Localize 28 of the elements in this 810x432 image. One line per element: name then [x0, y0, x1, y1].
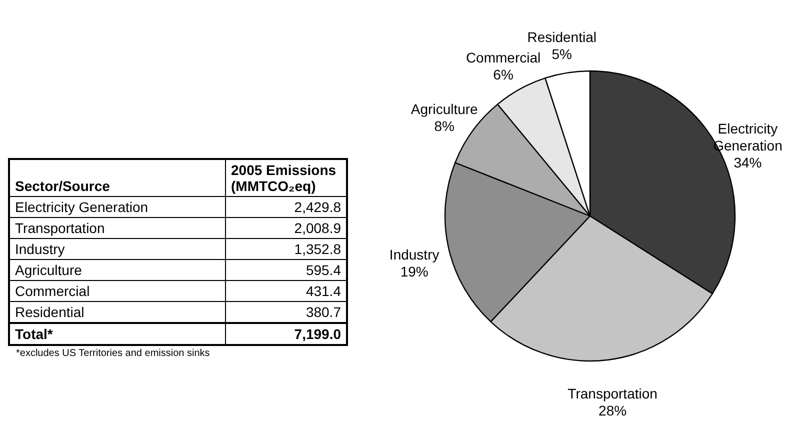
data-label: 8%	[434, 118, 454, 134]
slice-label: Agriculture	[410, 101, 478, 118]
text: Total*	[9, 323, 226, 345]
data-label: 34%	[734, 154, 762, 170]
data-label: 431.4	[226, 280, 347, 302]
data-label: 2,008.9	[226, 218, 347, 238]
category-label: Industry	[9, 238, 226, 260]
data-label: 5%	[552, 46, 572, 62]
data-label: 2,429.8	[226, 196, 347, 218]
slice-label: Residential	[527, 29, 596, 46]
category-label: Commercial	[9, 280, 226, 302]
data-label: 595.4	[226, 260, 347, 280]
text: Sector/Source	[9, 159, 226, 196]
category-label: Residential	[9, 302, 226, 323]
slice-label: Industry	[389, 246, 440, 262]
data-label: 6%	[493, 66, 514, 82]
data-label: 28%	[598, 402, 627, 419]
data-label: 380.7	[226, 302, 347, 323]
text: *excludes US Territories and emission sinks	[16, 348, 211, 359]
text: 7,199.0	[294, 326, 341, 342]
category-label: Transportation	[9, 218, 226, 238]
category-label: Agriculture	[9, 260, 226, 280]
slice-label: Commercial	[466, 49, 541, 66]
text: 2005 Emissions (MMTCO₂eq)	[226, 159, 347, 196]
data-label: 1,352.8	[226, 238, 347, 260]
category-label: Electricity Generation	[9, 196, 226, 218]
slice-label: Transportation	[568, 386, 658, 402]
data-label: 19%	[400, 263, 428, 280]
